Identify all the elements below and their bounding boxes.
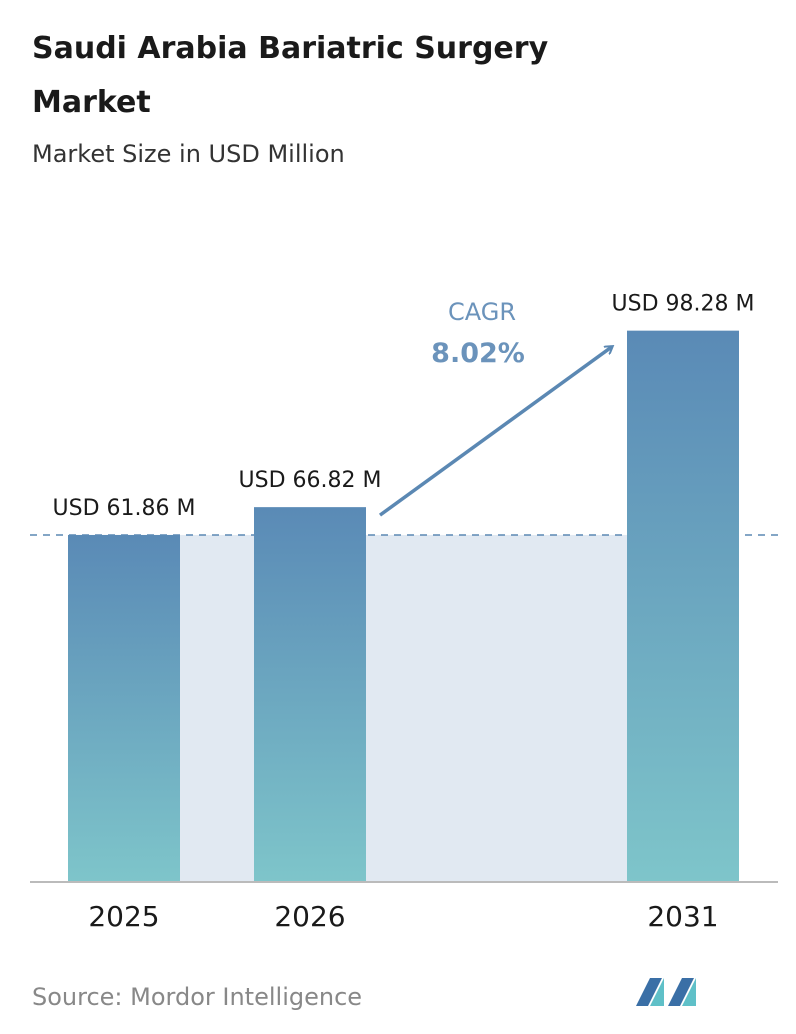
- value-label: USD 98.28 M: [612, 292, 755, 317]
- chart-title: Saudi Arabia Bariatric Surgery Market: [32, 31, 549, 120]
- bar: [68, 534, 180, 882]
- plot: USD 61.86 M 2025 USD 66.82 M 2026 USD 98.28 …: [30, 292, 780, 933]
- value-label: USD 66.82 M: [239, 468, 382, 493]
- value-label: USD 61.86 M: [53, 496, 196, 521]
- chart-subtitle: Market Size in USD Million: [32, 140, 345, 168]
- cagr-value: 8.02%: [431, 338, 525, 369]
- bar: [627, 330, 739, 883]
- cagr-label: CAGR: [448, 298, 516, 326]
- logo: [636, 978, 696, 1006]
- bar: [254, 507, 366, 882]
- source: Source: Mordor Intelligence: [32, 983, 362, 1011]
- x-tick-label: 2026: [274, 900, 345, 933]
- x-tick-label: 2025: [88, 900, 159, 933]
- x-tick-label: 2031: [647, 900, 718, 933]
- cagr-arrow: [378, 347, 612, 517]
